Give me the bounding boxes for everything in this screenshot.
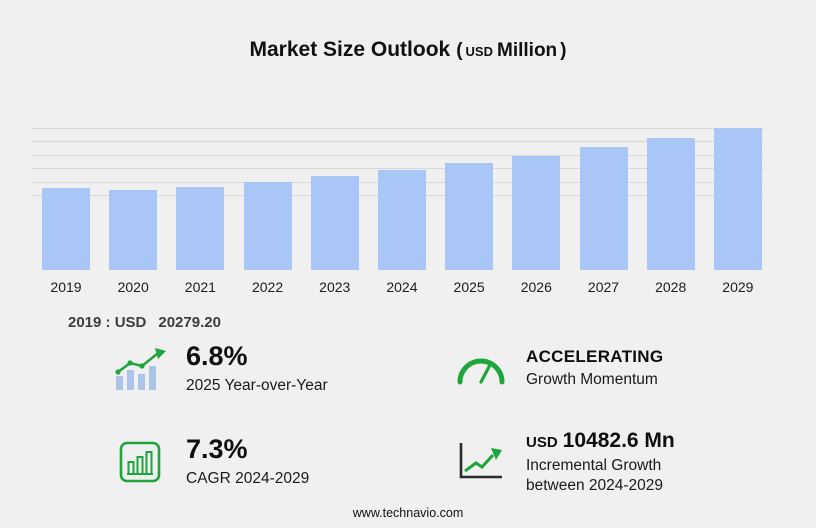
bar-2023 bbox=[310, 176, 359, 270]
stat-cagr-value: 7.3% bbox=[186, 435, 309, 465]
bar-2019 bbox=[42, 188, 90, 270]
stat-text: ACCELERATING Growth Momentum bbox=[526, 346, 664, 390]
gridline bbox=[32, 128, 764, 129]
stat-text: 7.3% CAGR 2024-2029 bbox=[186, 435, 309, 488]
chart-window-icon bbox=[112, 441, 168, 483]
trend-up-icon bbox=[452, 441, 508, 483]
x-tick-label: 2029 bbox=[722, 279, 754, 295]
stat-incremental-label: Incremental Growth between 2024-2029 bbox=[526, 457, 664, 494]
x-tick-label: 2023 bbox=[319, 279, 351, 295]
stat-value-main: 10482.6 Mn bbox=[562, 429, 675, 453]
stat-yoy-value: 6.8% bbox=[186, 341, 328, 372]
bar-2020 bbox=[109, 190, 158, 270]
bars-group bbox=[42, 128, 762, 270]
title-unit: (USD Million) bbox=[456, 40, 566, 61]
title-unit-close: ) bbox=[560, 40, 567, 61]
bar-2029 bbox=[713, 128, 762, 270]
bar-2024 bbox=[377, 170, 426, 270]
title-unit-currency: USD bbox=[465, 44, 493, 59]
stat-value-main: 7.3% bbox=[186, 434, 248, 465]
x-tick-label: 2025 bbox=[453, 279, 485, 295]
gridline bbox=[32, 155, 764, 156]
x-tick-label: 2027 bbox=[587, 279, 620, 295]
chart-plot-area bbox=[32, 120, 764, 270]
stat-cagr-label: CAGR 2024-2029 bbox=[186, 470, 310, 488]
stat-text: 6.8% 2025 Year-over-Year bbox=[186, 341, 328, 395]
bar-2027 bbox=[579, 147, 628, 270]
x-tick-label: 2024 bbox=[386, 279, 418, 295]
x-tick-label: 2026 bbox=[520, 279, 552, 295]
x-tick-label: 2021 bbox=[184, 279, 216, 295]
x-tick-label: 2019 bbox=[50, 279, 82, 295]
gridline bbox=[32, 141, 764, 142]
x-tick-label: 2020 bbox=[117, 279, 149, 295]
title-unit-word: Million bbox=[497, 40, 558, 61]
stat-yoy: 6.8% 2025 Year-over-Year bbox=[112, 341, 452, 395]
bar-2028 bbox=[646, 138, 695, 270]
page-title: Market Size Outlook(USD Million) bbox=[0, 38, 816, 62]
bar-growth-icon bbox=[112, 346, 168, 392]
stat-momentum-value: ACCELERATING bbox=[526, 346, 664, 367]
base-year-label: 2019 : USD bbox=[68, 314, 147, 331]
bar-2021 bbox=[176, 187, 225, 270]
base-year-annotation: 2019 : USD 20279.20 bbox=[68, 314, 221, 331]
speedometer-icon bbox=[452, 352, 508, 386]
stat-value-main: 6.8% bbox=[186, 341, 248, 371]
stat-incremental: USD 10482.6 Mn Incremental Growth between… bbox=[452, 429, 701, 495]
footer-url: www.technavio.com bbox=[352, 506, 464, 520]
stat-momentum: ACCELERATING Growth Momentum bbox=[452, 342, 701, 395]
stat-text: USD 10482.6 Mn Incremental Growth between… bbox=[526, 429, 701, 495]
stat-momentum-label: Growth Momentum bbox=[526, 371, 658, 389]
title-text: Market Size Outlook bbox=[249, 38, 451, 61]
stat-yoy-label: 2025 Year-over-Year bbox=[186, 376, 328, 394]
bar-2025 bbox=[445, 163, 494, 270]
bar-chart: 2019 2020 2021 2022 2023 2024 2025 2026 2027 2028… bbox=[32, 120, 764, 295]
x-tick-label: 2028 bbox=[655, 279, 687, 295]
stats-grid: 6.8% 2025 Year-over-Year ACCELERATING Gr… bbox=[112, 341, 701, 495]
x-axis-labels: 2019 2020 2021 2022 2023 2024 2025 2026 2027 2028… bbox=[32, 279, 764, 295]
gridline bbox=[32, 168, 764, 169]
stat-value-prefix: USD bbox=[526, 434, 558, 452]
x-tick-label: 2022 bbox=[251, 279, 284, 295]
stat-value-main: ACCELERATING bbox=[526, 346, 664, 366]
stat-cagr: 7.3% CAGR 2024-2029 bbox=[112, 429, 452, 495]
title-unit-open: ( bbox=[456, 40, 463, 61]
bar-2026 bbox=[512, 156, 561, 270]
bar-2022 bbox=[243, 182, 292, 270]
base-year-value: 20279.20 bbox=[158, 314, 221, 331]
stat-incremental-value: USD 10482.6 Mn bbox=[526, 429, 701, 452]
